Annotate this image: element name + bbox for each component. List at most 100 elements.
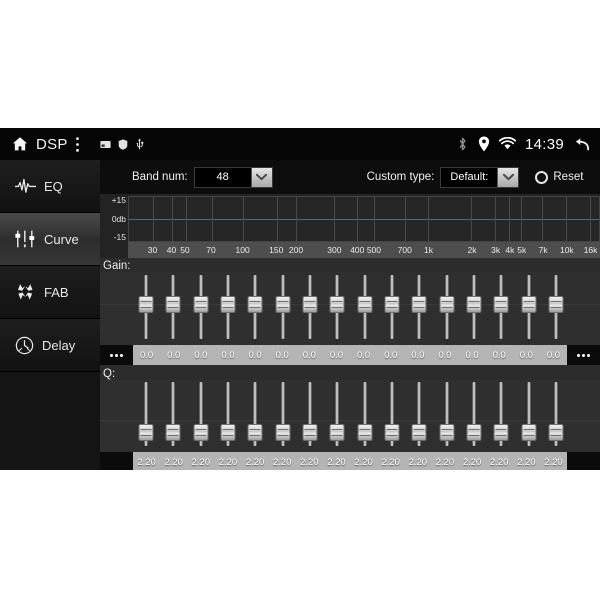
q-slider[interactable] (379, 380, 405, 452)
gain-slider[interactable] (434, 272, 460, 345)
gain-slider[interactable] (516, 272, 542, 345)
gain-value-cell[interactable]: 0.0 (411, 349, 425, 361)
gain-value-cell[interactable]: 0.0 (329, 349, 344, 361)
slider-thumb[interactable] (521, 296, 537, 313)
q-slider[interactable] (297, 380, 323, 452)
gain-more-left-button[interactable] (100, 345, 133, 365)
gain-slider[interactable] (406, 272, 432, 345)
gain-slider[interactable] (488, 272, 514, 345)
chevron-down-icon[interactable] (497, 167, 519, 187)
slider-thumb[interactable] (165, 296, 181, 313)
gain-slider[interactable] (543, 272, 569, 345)
slider-thumb[interactable] (548, 424, 564, 441)
q-more-left-button[interactable] (100, 452, 133, 470)
gain-value-cell[interactable]: 0.0 (194, 349, 208, 361)
gain-slider[interactable] (270, 272, 296, 345)
slider-thumb[interactable] (357, 424, 373, 441)
slider-thumb[interactable] (302, 296, 318, 313)
gain-value-cell[interactable]: 0.0 (139, 349, 154, 361)
gain-value-cell[interactable]: 0.0 (248, 349, 262, 361)
gain-slider[interactable] (324, 272, 350, 345)
slider-thumb[interactable] (493, 296, 509, 313)
sidebar-item-fab[interactable]: FAB (0, 266, 100, 319)
graph-plot-area[interactable] (128, 196, 600, 242)
slider-thumb[interactable] (411, 296, 427, 313)
q-slider[interactable] (270, 380, 296, 452)
gain-value-cell[interactable]: 0.0 (302, 349, 316, 361)
q-slider[interactable] (434, 380, 460, 452)
gain-slider[interactable] (215, 272, 241, 345)
slider-thumb[interactable] (247, 296, 263, 313)
q-slider[interactable] (461, 380, 487, 452)
q-value-cell[interactable]: 2.20 (327, 456, 346, 468)
gain-value-cell[interactable]: 0.0 (384, 349, 398, 361)
slider-thumb[interactable] (275, 296, 291, 313)
slider-thumb[interactable] (439, 296, 455, 313)
overflow-menu-icon[interactable] (75, 136, 80, 153)
q-value-cell[interactable]: 2.20 (517, 456, 536, 468)
slider-thumb[interactable] (384, 296, 400, 313)
slider-thumb[interactable] (138, 296, 154, 313)
slider-thumb[interactable] (275, 424, 291, 441)
gain-more-right-button[interactable] (567, 345, 600, 365)
q-value-cell[interactable]: 2.20 (381, 456, 400, 468)
q-slider[interactable] (242, 380, 268, 452)
q-value-cell[interactable]: 2.20 (191, 456, 211, 468)
gain-value-cell[interactable]: 0.0 (465, 349, 479, 361)
slider-thumb[interactable] (220, 424, 236, 441)
q-value-cell[interactable]: 2.20 (354, 456, 373, 468)
q-slider[interactable] (188, 380, 214, 452)
q-slider[interactable] (516, 380, 542, 452)
q-value-cell[interactable]: 2.20 (408, 456, 428, 468)
slider-thumb[interactable] (302, 424, 318, 441)
slider-thumb[interactable] (466, 296, 482, 313)
gain-value-cell[interactable]: 0.0 (221, 349, 235, 361)
q-value-cell[interactable]: 2.20 (218, 456, 238, 468)
q-value-cell[interactable]: 2.20 (462, 456, 482, 468)
slider-thumb[interactable] (329, 296, 345, 313)
slider-thumb[interactable] (384, 424, 400, 441)
back-arrow-icon[interactable] (573, 137, 590, 152)
gain-slider[interactable] (242, 272, 268, 345)
slider-thumb[interactable] (411, 424, 427, 441)
gain-slider[interactable] (160, 272, 186, 345)
slider-thumb[interactable] (247, 424, 263, 441)
slider-thumb[interactable] (493, 424, 509, 441)
gain-value-cell[interactable]: 0.0 (492, 349, 506, 361)
sidebar-item-delay[interactable]: Delay (0, 319, 100, 372)
q-value-cell[interactable]: 2.20 (164, 456, 183, 468)
slider-thumb[interactable] (193, 296, 209, 313)
q-slider[interactable] (488, 380, 514, 452)
gain-slider[interactable] (133, 272, 159, 345)
gain-value-cell[interactable]: 0.0 (356, 349, 371, 361)
q-slider[interactable] (215, 380, 241, 452)
gain-value-cell[interactable]: 0.0 (519, 349, 533, 361)
q-slider[interactable] (133, 380, 159, 452)
q-value-cell[interactable]: 2.20 (272, 456, 292, 468)
band-num-dropdown[interactable]: 48 (193, 166, 273, 188)
q-slider[interactable] (160, 380, 186, 452)
gain-slider[interactable] (352, 272, 378, 345)
gain-slider[interactable] (379, 272, 405, 345)
chevron-down-icon[interactable] (250, 167, 272, 187)
slider-thumb[interactable] (357, 296, 373, 313)
q-value-cell[interactable]: 2.20 (300, 456, 319, 468)
gain-value-cell[interactable]: 0.0 (438, 349, 452, 361)
slider-thumb[interactable] (521, 424, 537, 441)
slider-thumb[interactable] (138, 424, 154, 441)
slider-thumb[interactable] (165, 424, 181, 441)
q-slider[interactable] (543, 380, 569, 452)
reset-button[interactable]: Reset (535, 170, 583, 184)
slider-thumb[interactable] (193, 424, 209, 441)
home-icon[interactable] (11, 135, 29, 153)
q-slider[interactable] (406, 380, 432, 452)
q-value-cell[interactable]: 2.20 (137, 456, 156, 468)
custom-type-dropdown[interactable]: Default: (440, 166, 520, 188)
q-value-cell[interactable]: 2.20 (544, 456, 563, 468)
slider-thumb[interactable] (466, 424, 482, 441)
slider-thumb[interactable] (439, 424, 455, 441)
slider-thumb[interactable] (220, 296, 236, 313)
gain-value-cell[interactable]: 0.0 (167, 349, 181, 361)
q-slider[interactable] (324, 380, 350, 452)
gain-slider[interactable] (461, 272, 487, 345)
